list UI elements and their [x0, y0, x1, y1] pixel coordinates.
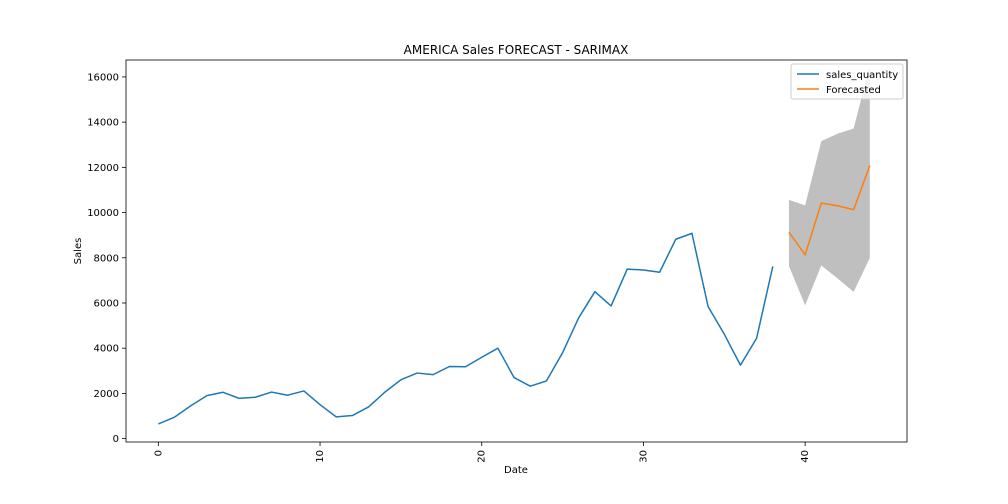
- confidence-band: [788, 65, 870, 306]
- y-tick-label: 6000: [94, 298, 119, 309]
- legend-box: [790, 63, 904, 100]
- x-tick-label: 30: [638, 450, 649, 463]
- x-tick-label: 20: [477, 450, 488, 463]
- x-axis-label: Date: [504, 465, 528, 476]
- x-tick-label: 0: [153, 450, 164, 456]
- legend-label-sales-quantity: sales_quantity: [826, 70, 898, 81]
- series-line-forecasted: [788, 165, 871, 256]
- series-line-sales-quantity: [158, 232, 774, 425]
- y-tick-label: 4000: [94, 344, 119, 355]
- x-tick-label: 40: [800, 450, 811, 463]
- plot-area: 0 10 20 30 40 0 2000 4000 6000 8000 10000 12000 1400…: [87, 59, 908, 463]
- y-tick-label: 8000: [94, 253, 119, 264]
- y-tick-label: 10000: [87, 208, 119, 219]
- legend: sales_quantity Forecasted: [790, 63, 904, 100]
- plot-frame: [125, 59, 908, 443]
- y-tick-label: 16000: [87, 72, 119, 83]
- chart-title: AMERICA Sales FORECAST - SARIMAX: [404, 43, 629, 57]
- legend-label-forecasted: Forecasted: [826, 85, 881, 96]
- y-axis-label: Sales: [73, 238, 84, 265]
- y-tick-label: 0: [113, 434, 119, 445]
- y-tick-label: 14000: [87, 118, 119, 129]
- y-tick-label: 2000: [94, 389, 119, 400]
- x-tick-label: 10: [315, 450, 326, 463]
- y-tick-label: 12000: [87, 163, 119, 174]
